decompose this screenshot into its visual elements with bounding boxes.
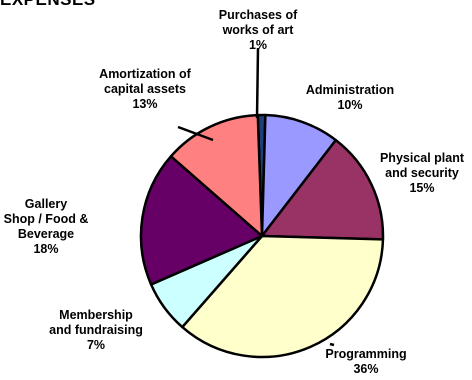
slice-label-1: Purchases of works of art 1%	[219, 8, 298, 53]
leader-line-7	[177, 125, 214, 142]
slice-label-6: Gallery Shop / Food & Beverage 18%	[4, 197, 89, 257]
chart-title: EXPENSES	[0, 0, 96, 10]
slice-label-text: and security	[385, 166, 459, 180]
slice-label-text: capital assets	[103, 82, 186, 96]
slice-label-4: Programming 36%	[325, 347, 406, 377]
slice-label-text: Amortization of	[99, 67, 191, 81]
slice-label-3: Physical plant and security 15%	[380, 151, 464, 196]
slice-label-5: Membership and fundraising 7%	[49, 308, 143, 353]
slice-label-7: Amortization of capital assets 13%	[99, 67, 191, 112]
slice-label-text: Purchases of	[218, 8, 298, 22]
slice-label-text: Administration	[305, 83, 395, 97]
pie-slice-2	[260, 113, 338, 238]
slice-label-text: Physical plant	[379, 151, 465, 165]
slice-label-text: and fundraising	[49, 323, 143, 337]
pie-slice-4	[181, 234, 385, 359]
slice-label-text: Shop / Food &	[3, 212, 89, 226]
slice-label-text: Programming	[325, 347, 407, 361]
slice-percent-label: 10%	[337, 98, 363, 112]
slice-percent-label: 15%	[409, 181, 435, 195]
pie-slice-3	[260, 138, 385, 241]
slice-percent-label: 1%	[248, 38, 268, 52]
slice-percent-label: 36%	[353, 362, 379, 376]
pie-slice-7	[169, 113, 264, 238]
slice-label-2: Administration 10%	[306, 83, 394, 113]
slice-percent-label: 7%	[86, 338, 106, 352]
pie-slice-6	[139, 155, 264, 286]
slice-label-text: Gallery	[24, 197, 68, 211]
slice-label-text: Beverage	[17, 227, 75, 241]
leader-line-1	[255, 47, 260, 119]
slice-label-text: Membership	[59, 308, 133, 322]
leader-line-4	[329, 342, 335, 347]
slice-percent-label: 13%	[132, 97, 158, 111]
slice-label-text: works of art	[222, 23, 294, 37]
slice-percent-label: 18%	[33, 242, 59, 256]
